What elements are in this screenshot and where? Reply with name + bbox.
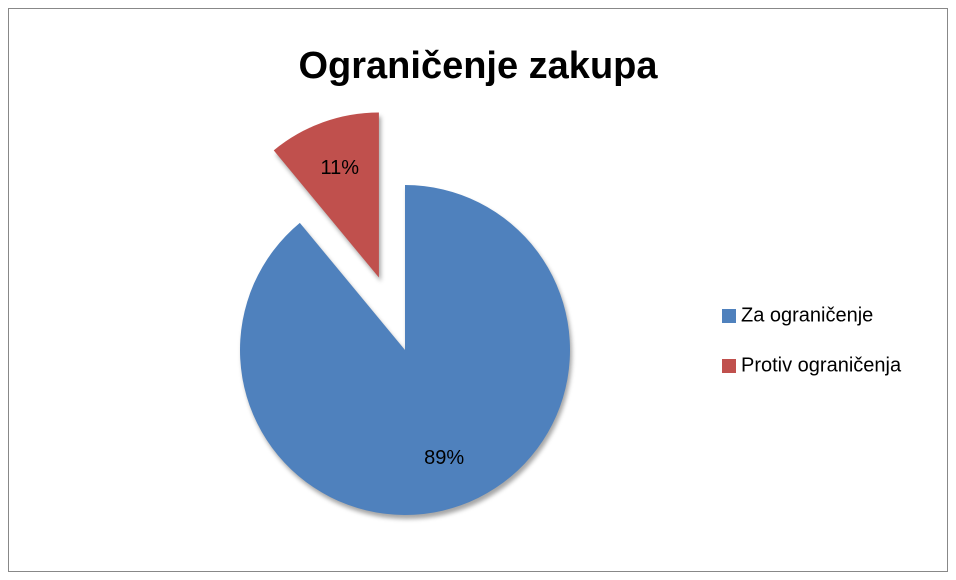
data-label: 11% <box>321 157 360 179</box>
pie-slice <box>273 112 379 278</box>
legend-label: Protiv ograničenja <box>741 354 902 376</box>
legend-swatch <box>722 309 736 323</box>
data-label: 89% <box>424 447 464 469</box>
chart-title: Ograničenje zakupa <box>298 45 658 87</box>
pie-slice <box>239 185 570 515</box>
legend-label: Za ograničenje <box>741 304 873 326</box>
legend-swatch <box>722 359 736 373</box>
